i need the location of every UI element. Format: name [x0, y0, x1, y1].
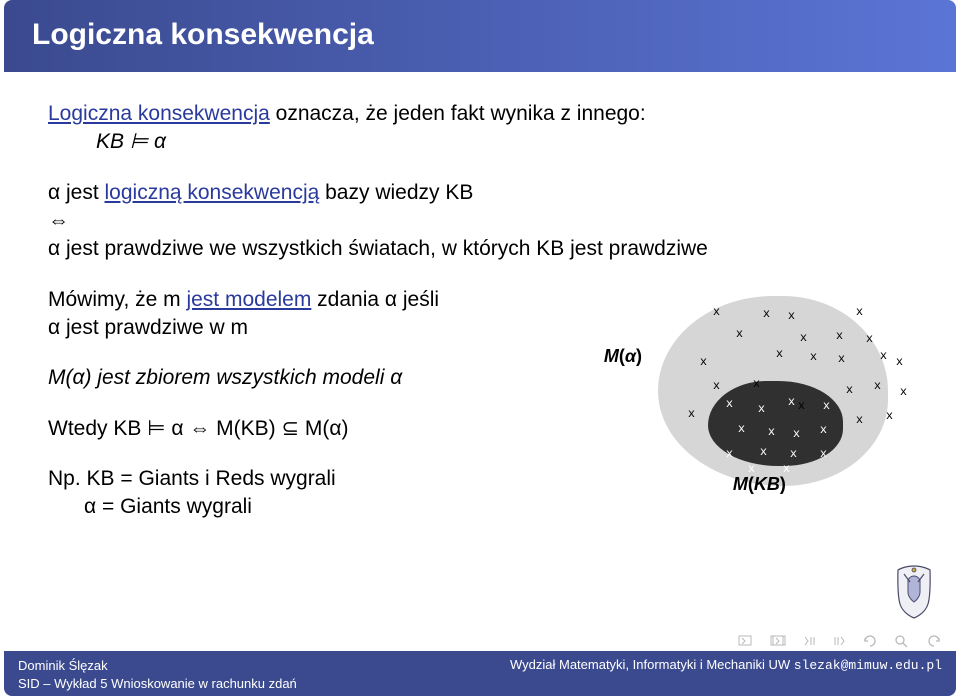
venn-x: x [838, 351, 845, 367]
venn-x: x [726, 446, 733, 462]
venn-diagram: M(α) M(KB) xxxxxxxxxxxxxxxxxxxxxxxxxxxxx… [598, 286, 898, 516]
model-mid: zdania α jeśli [311, 288, 439, 311]
line2-post: bazy wiedzy KB [319, 181, 473, 204]
formula1-text: KB ⊨ α [96, 130, 166, 153]
venn-x: x [760, 444, 767, 460]
venn-x: x [688, 406, 695, 422]
footer-email: slezak@mimuw.edu.pl [794, 658, 942, 673]
nav-prev-icon[interactable] [802, 635, 818, 647]
footer-row1: Dominik Ślęzak Wydział Matematyki, Infor… [18, 657, 942, 673]
np1: Np. KB = Giants i Reds wygrali [48, 467, 336, 490]
venn-x: x [713, 378, 720, 394]
two-column: Mówimy, że m jest modelem zdania α jeśli… [48, 286, 912, 544]
model-line2: α jest prawdziwe w m [48, 316, 248, 339]
footer-course: SID – Wykład 5 Wnioskowanie w rachunku z… [18, 676, 942, 691]
venn-x: x [768, 424, 775, 440]
nav-section-icon[interactable] [770, 634, 788, 648]
nav-first-icon[interactable] [738, 634, 756, 648]
intro-text: oznacza, że jeden fakt wynika z innego: [270, 102, 646, 125]
venn-inner-label: M(KB) [733, 472, 786, 496]
model-def: Mówimy, że m jest modelem zdania α jeśli… [48, 286, 574, 343]
np2: α = Giants wygrali [48, 493, 252, 521]
venn-x: x [783, 461, 790, 477]
venn-outer-label: M(α) [604, 344, 642, 368]
right-column: M(α) M(KB) xxxxxxxxxxxxxxxxxxxxxxxxxxxxx… [584, 286, 912, 516]
venn-x: x [836, 328, 843, 344]
line2-pre: α jest [48, 181, 105, 204]
venn-x: x [700, 354, 707, 370]
nav-search-icon[interactable] [894, 634, 910, 648]
venn-x: x [823, 398, 830, 414]
nav-row [738, 634, 942, 648]
venn-x: x [866, 331, 873, 347]
iff-symbol: ⇔ [48, 209, 69, 232]
venn-x: x [900, 384, 907, 400]
venn-x: x [800, 330, 807, 346]
footer-author: Dominik Ślęzak [18, 658, 108, 673]
venn-x: x [748, 461, 755, 477]
venn-x: x [810, 349, 817, 365]
venn-x: x [820, 446, 827, 462]
venn-x: x [886, 408, 893, 424]
content-area: Logiczna konsekwencja oznacza, że jeden … [0, 72, 960, 700]
venn-x: x [736, 326, 743, 342]
line2-link: logiczną konsekwencją [105, 181, 320, 204]
venn-x: x [798, 398, 805, 414]
venn-x: x [856, 412, 863, 428]
model-link: jest modelem [186, 288, 311, 311]
example: Np. KB = Giants i Reds wygrali α = Giant… [48, 465, 574, 522]
title-bar: Logiczna konsekwencja [4, 0, 956, 72]
footer: Dominik Ślęzak Wydział Matematyki, Infor… [4, 651, 956, 696]
line3-text: α jest prawdziwe we wszystkich światach,… [48, 237, 708, 260]
venn-x: x [788, 394, 795, 410]
Malpha-def: M(α) jest zbiorem wszystkich modeli α [48, 364, 574, 392]
equiv-paragraph: α jest logiczną konsekwencją bazy wiedzy… [48, 179, 912, 264]
slide-title: Logiczna konsekwencja [32, 18, 928, 52]
intro-link: Logiczna konsekwencja [48, 102, 270, 125]
venn-x: x [793, 426, 800, 442]
venn-x: x [758, 401, 765, 417]
intro-paragraph: Logiczna konsekwencja oznacza, że jeden … [48, 100, 912, 157]
venn-x: x [896, 354, 903, 370]
venn-x: x [790, 446, 797, 462]
venn-x: x [726, 396, 733, 412]
nav-forward-icon[interactable] [924, 634, 942, 648]
venn-x: x [856, 304, 863, 320]
left-column: Mówimy, że m jest modelem zdania α jeśli… [48, 286, 574, 544]
venn-x: x [820, 422, 827, 438]
nav-next-icon[interactable] [832, 635, 848, 647]
model-pre: Mówimy, że m [48, 288, 186, 311]
wtedy-line: Wtedy KB ⊨ α ⇔ M(KB) ⊆ M(α) [48, 415, 574, 443]
formula-kb-entails: KB ⊨ α [48, 128, 912, 156]
Malpha-text: M(α) jest zbiorem wszystkich modeli α [48, 366, 402, 389]
footer-affil-text: Wydział Matematyki, Informatyki i Mechan… [510, 657, 794, 672]
venn-x: x [880, 348, 887, 364]
venn-x: x [738, 421, 745, 437]
university-logo [890, 564, 938, 620]
venn-x: x [874, 378, 881, 394]
venn-x: x [713, 304, 720, 320]
venn-x: x [776, 346, 783, 362]
nav-back-icon[interactable] [862, 634, 880, 648]
venn-x: x [763, 306, 770, 322]
footer-affil: Wydział Matematyki, Informatyki i Mechan… [510, 657, 942, 673]
venn-x: x [788, 308, 795, 324]
wtedy-text: Wtedy KB ⊨ α ⇔ M(KB) ⊆ M(α) [48, 417, 349, 440]
venn-x: x [753, 376, 760, 392]
venn-x: x [846, 382, 853, 398]
